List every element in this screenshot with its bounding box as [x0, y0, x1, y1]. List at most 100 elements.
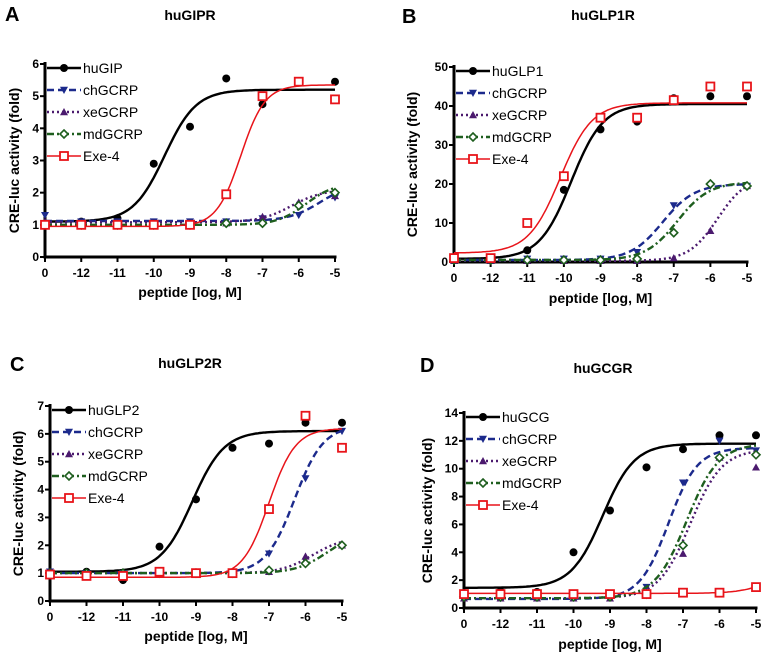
data-point — [293, 76, 304, 87]
data-point — [559, 185, 568, 194]
x-tick-label: -8 — [641, 617, 652, 631]
data-point — [148, 219, 159, 230]
legend-marker — [64, 493, 74, 503]
data-point — [641, 589, 652, 599]
y-tick-label: 10 — [445, 462, 459, 476]
x-tick-label: 0 — [461, 617, 468, 631]
legend-item: chGCRP — [456, 85, 547, 101]
fit-curve — [464, 442, 756, 589]
data-point — [752, 463, 760, 471]
y-tick-label: 5 — [32, 89, 39, 103]
legend-item: Exe-4 — [456, 151, 529, 167]
y-tick-label: 40 — [435, 99, 449, 113]
data-point — [715, 431, 724, 440]
data-point — [301, 475, 310, 483]
y-tick-label: 8 — [451, 490, 458, 504]
y-axis-label: CRE-luc activity (fold) — [10, 431, 26, 576]
data-point — [558, 254, 570, 266]
legend-label: chGCRP — [492, 85, 547, 101]
y-tick-label: 2 — [451, 573, 458, 587]
y-tick-label: 4 — [451, 545, 458, 559]
data-point — [605, 589, 615, 599]
data-point — [227, 568, 238, 579]
legend-label: chGCRP — [502, 431, 557, 447]
x-tick-label: -9 — [191, 610, 202, 624]
data-point — [679, 479, 687, 487]
data-point — [642, 463, 651, 472]
data-point — [221, 189, 232, 200]
x-tick-label: -12 — [78, 610, 96, 624]
x-tick-label: -7 — [678, 617, 689, 631]
data-point — [265, 550, 273, 558]
legend-marker — [58, 128, 70, 140]
legend-marker — [467, 131, 479, 143]
x-tick-label: -11 — [519, 271, 536, 285]
x-tick-label: -5 — [751, 617, 762, 631]
x-tick-label: -8 — [221, 266, 232, 280]
x-tick-label: -10 — [565, 617, 583, 631]
data-point — [294, 211, 303, 220]
data-point — [41, 211, 49, 220]
legend-label: chGCRP — [83, 82, 138, 98]
x-axis-label: peptide [log, M] — [549, 290, 652, 306]
legend-marker — [63, 470, 75, 482]
x-tick-label: 0 — [47, 610, 54, 624]
legend-marker — [65, 428, 73, 436]
fit-curve — [464, 450, 757, 600]
y-tick-label: 12 — [445, 434, 459, 448]
data-point — [258, 212, 267, 220]
data-point — [705, 81, 716, 92]
x-tick-label: -8 — [632, 271, 643, 285]
y-tick-label: 7 — [37, 399, 44, 413]
x-tick-label: -12 — [482, 271, 500, 285]
x-tick-label: -7 — [668, 271, 679, 285]
legend-marker — [479, 435, 487, 443]
data-point — [558, 171, 569, 182]
data-point — [743, 92, 751, 101]
legend-item: huGCG — [466, 409, 549, 425]
series-mdgcrp — [448, 178, 753, 266]
legend-label: Exe-4 — [88, 490, 125, 506]
legend-marker — [65, 406, 73, 414]
legend-label: Exe-4 — [83, 148, 120, 164]
legend-marker — [479, 457, 487, 465]
data-point — [679, 445, 687, 454]
data-point — [678, 587, 688, 598]
panel-label: A — [5, 4, 19, 26]
y-tick-label: 3 — [32, 154, 39, 168]
data-point — [522, 254, 533, 266]
y-tick-label: 10 — [435, 216, 449, 230]
data-point — [568, 589, 579, 599]
legend-item: Exe-4 — [466, 497, 539, 513]
legend-label: chGCRP — [88, 424, 143, 440]
y-tick-label: 2 — [37, 538, 44, 552]
data-point — [265, 439, 273, 448]
legend-item: huGIP — [47, 60, 123, 76]
legend-item: huGLP2 — [52, 402, 140, 418]
data-point — [76, 219, 87, 230]
data-point — [149, 159, 158, 168]
legend-item: xeGCRP — [52, 446, 143, 462]
legend-label: huGLP2 — [88, 402, 140, 418]
data-point — [300, 410, 311, 421]
y-tick-label: 20 — [435, 177, 449, 191]
data-point — [191, 568, 201, 579]
y-tick-label: 2 — [32, 186, 39, 200]
data-point — [523, 246, 532, 255]
x-tick-label: -6 — [300, 610, 311, 624]
data-point — [228, 443, 237, 452]
series-exe-4 — [459, 582, 761, 599]
series-chgcrp — [450, 182, 751, 265]
data-point — [300, 558, 311, 569]
legend-item: Exe-4 — [52, 490, 125, 506]
legend-item: chGCRP — [47, 82, 138, 98]
data-point — [606, 506, 614, 515]
legend-item: xeGCRP — [466, 453, 557, 469]
x-tick-label: -9 — [185, 266, 196, 280]
data-point — [595, 112, 606, 123]
x-tick-label: -5 — [330, 266, 341, 280]
data-point — [750, 449, 762, 460]
legend-item: mdGCRP — [466, 475, 562, 491]
legend-item: huGLP1 — [456, 63, 544, 79]
